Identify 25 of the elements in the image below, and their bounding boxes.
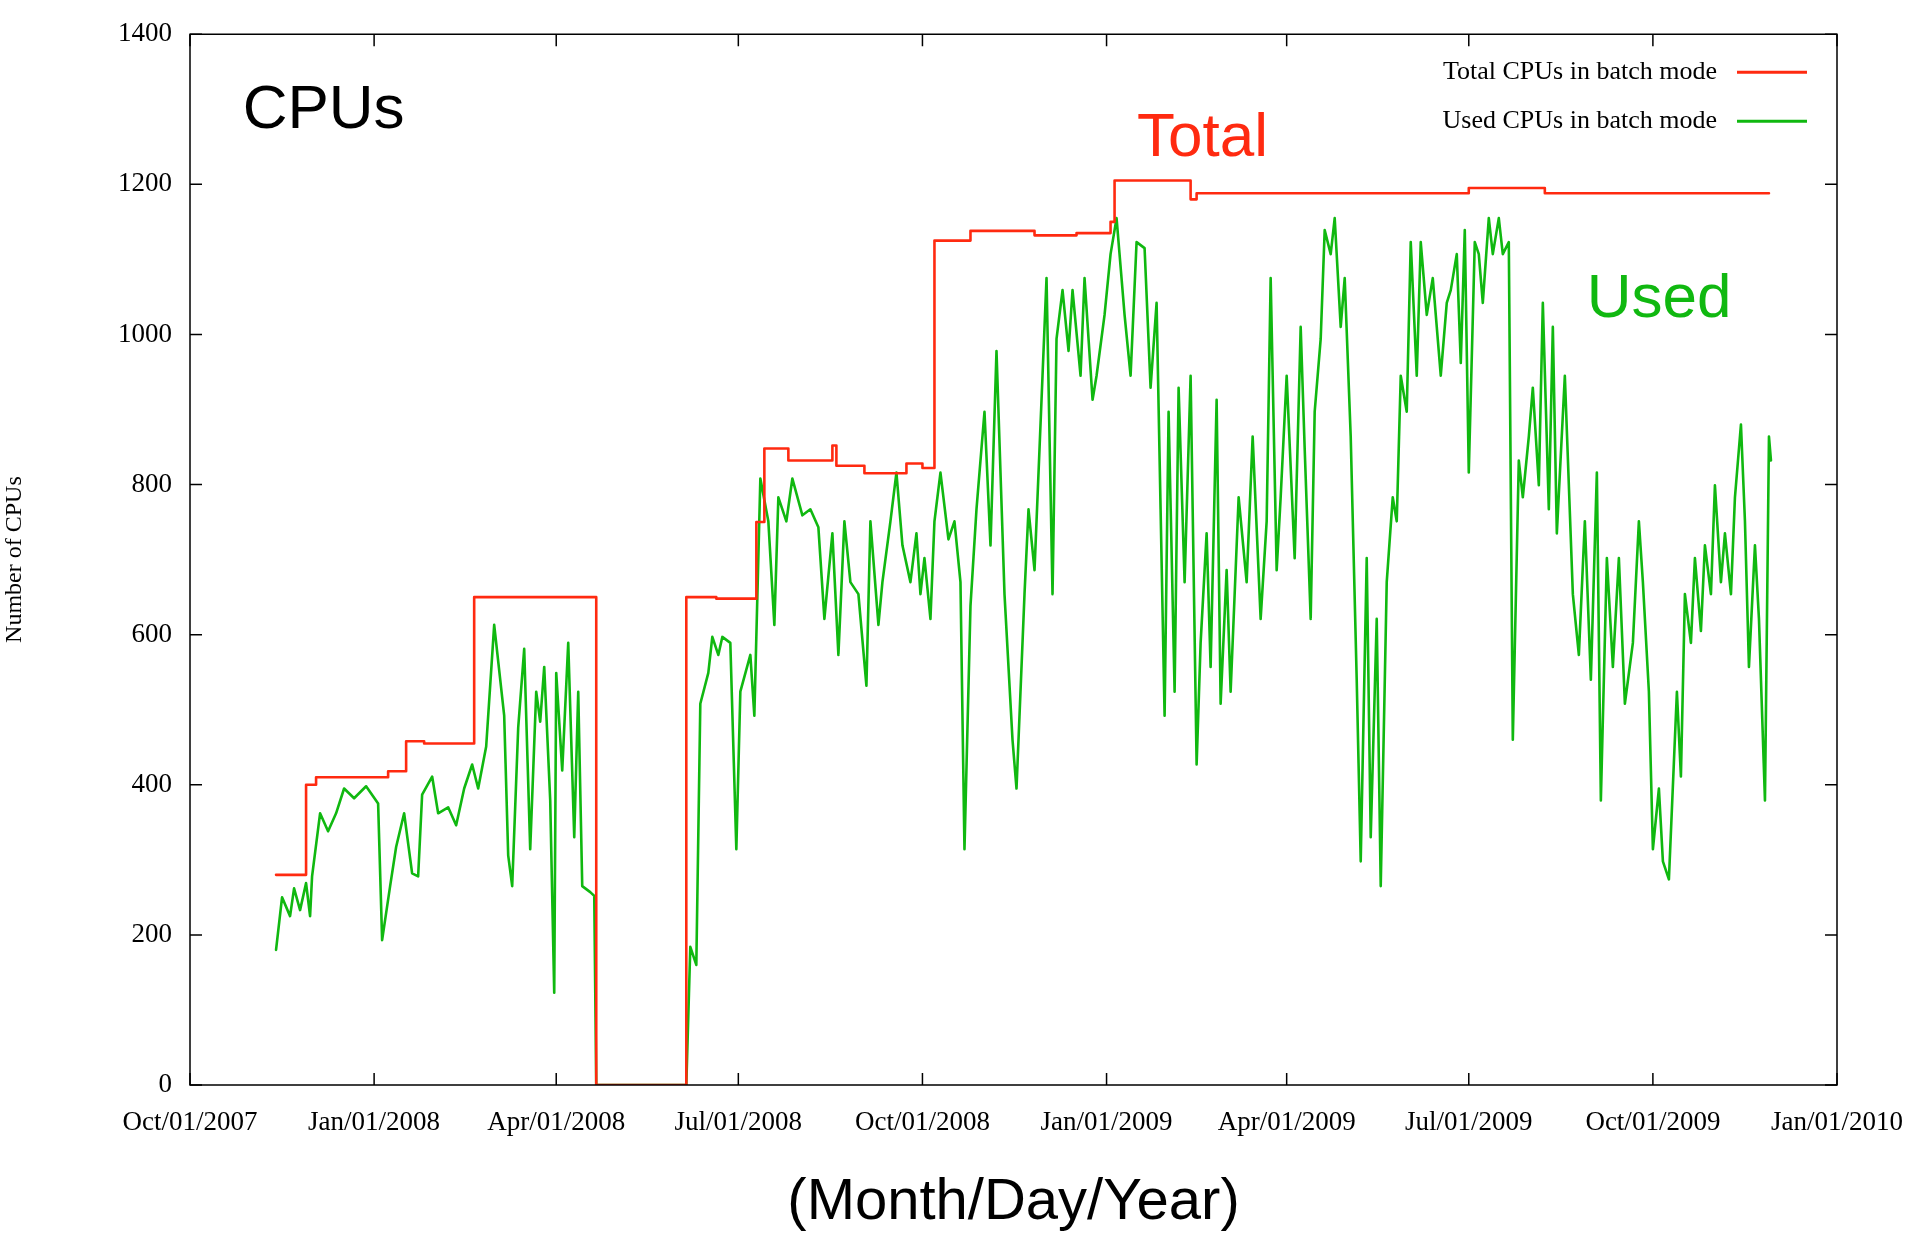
x-tick-label: Jan/01/2010 (1771, 1106, 1903, 1137)
y-tick-label: 200 (131, 917, 172, 948)
x-tick-label: Apr/01/2009 (1217, 1106, 1356, 1137)
legend-label: Used CPUs in batch mode (1442, 105, 1717, 135)
annotation: CPUs (242, 72, 405, 141)
x-axis-title: (Month/Day/Year) (787, 1166, 1240, 1232)
y-tick-label: 1200 (118, 167, 172, 198)
y-tick-label: 1400 (118, 17, 172, 48)
x-tick-label: Oct/01/2008 (854, 1106, 990, 1137)
x-tick-label: Oct/01/2007 (122, 1106, 258, 1137)
x-tick-label: Oct/01/2009 (1585, 1106, 1721, 1137)
x-tick-label: Jan/01/2008 (308, 1106, 441, 1137)
y-tick-label: 400 (131, 767, 172, 798)
x-tick-label: Jul/01/2009 (1405, 1106, 1533, 1137)
annotation: Total (1137, 100, 1268, 170)
y-tick-label: 0 (158, 1068, 172, 1099)
x-tick-label: Jul/01/2008 (674, 1106, 803, 1137)
y-tick-label: 600 (131, 617, 172, 648)
y-tick-label: 800 (131, 467, 172, 498)
y-axis-title: Number of CPUs (0, 476, 26, 643)
legend-label: Total CPUs in batch mode (1442, 56, 1717, 86)
x-tick-label: Apr/01/2008 (487, 1106, 626, 1137)
annotation: Used (1586, 261, 1732, 331)
y-tick-label: 1000 (118, 317, 172, 348)
x-tick-label: Jan/01/2009 (1040, 1106, 1173, 1137)
